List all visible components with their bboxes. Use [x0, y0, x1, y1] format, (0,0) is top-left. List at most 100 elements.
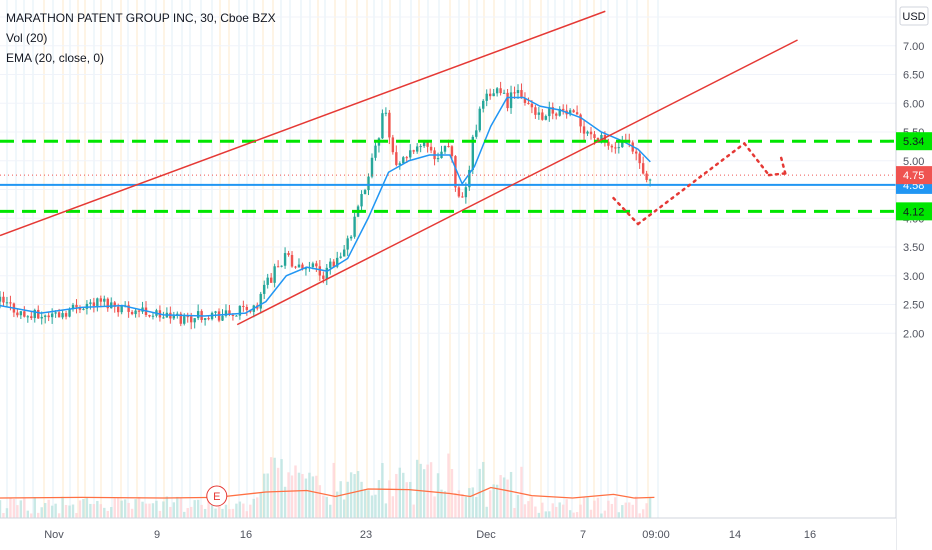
candle-body: [544, 116, 548, 120]
candle-body: [621, 140, 624, 148]
candle-body: [127, 305, 130, 312]
volume-bar: [110, 507, 113, 518]
candle-body: [429, 146, 433, 151]
candle-body: [148, 314, 151, 317]
candle-body: [495, 88, 499, 94]
volume-bar: [516, 494, 520, 518]
candle-body: [568, 110, 572, 115]
session-stripe: [600, 0, 602, 518]
price-tick-label: 2.00: [903, 328, 924, 340]
volume-bar: [33, 497, 36, 518]
candle-body: [311, 263, 315, 268]
volume-bar: [290, 475, 294, 518]
price-tick-label: 5.00: [903, 156, 924, 168]
candle-body: [99, 298, 103, 302]
candle-body: [207, 318, 210, 320]
candle-body: [388, 112, 391, 138]
candle-body: [492, 93, 495, 97]
volume-bar: [210, 497, 214, 518]
candle-body: [5, 302, 9, 304]
volume-bar: [565, 499, 568, 518]
earnings-marker[interactable]: E: [206, 485, 228, 507]
candle-body: [106, 298, 109, 309]
candle-body: [33, 309, 36, 319]
volume-bar: [144, 503, 148, 518]
volume-bar: [127, 502, 130, 518]
candle-body: [555, 113, 558, 116]
candle-body: [231, 314, 235, 316]
candle-body: [405, 157, 408, 159]
volume-bar: [311, 476, 315, 518]
session-stripe: [427, 0, 429, 518]
volume-bar: [85, 497, 89, 518]
candle-body: [297, 264, 301, 268]
candle-body: [61, 313, 64, 318]
horizontal-levels[interactable]: [0, 139, 896, 213]
volume-ma: [0, 486, 655, 499]
trend-projection-2: [636, 142, 746, 226]
ema-indicator-label[interactable]: EMA (20, close, 0): [6, 51, 105, 65]
candle-body: [245, 307, 249, 310]
candle-body: [648, 179, 652, 181]
candle-body: [54, 312, 57, 314]
trend-lines[interactable]: [0, 10, 798, 326]
session-stripe: [253, 0, 255, 518]
candle-body: [96, 298, 99, 306]
candle-body: [322, 275, 325, 279]
price-tick-label: 2.50: [903, 300, 924, 312]
volume-bar: [607, 500, 610, 518]
volume-bar: [61, 496, 64, 518]
candle-body: [263, 284, 266, 294]
volume-bar: [151, 503, 155, 518]
time-axis[interactable]: Nov 9 16 23 Dec 7 09:00 14 16: [0, 517, 896, 550]
candle-body: [64, 313, 68, 317]
candle-body: [499, 88, 502, 94]
session-stripe: [563, 0, 565, 518]
volume-bar: [356, 471, 360, 518]
candle-body: [561, 108, 565, 111]
session-stripe: [144, 0, 146, 518]
session-stripe: [136, 0, 138, 518]
candle-body: [47, 315, 50, 318]
candle-body: [68, 308, 71, 317]
volume-bar: [440, 489, 443, 518]
candle-body: [617, 147, 621, 149]
earnings-label: E: [213, 491, 220, 503]
volume-bar: [634, 496, 638, 518]
session-stripe: [181, 0, 183, 518]
candle-body: [266, 277, 269, 285]
volume-bar: [530, 496, 534, 518]
session-stripe: [410, 0, 412, 518]
volume-ma-line: [0, 486, 655, 499]
volume-bar: [64, 504, 68, 518]
session-stripe: [15, 0, 17, 518]
session-stripe: [529, 0, 531, 518]
volume-indicator-label[interactable]: Vol (20): [6, 31, 48, 45]
volume-bar: [544, 511, 548, 518]
candle-body: [269, 277, 273, 283]
volume-bar: [23, 497, 26, 518]
candle-body: [190, 316, 193, 323]
level-price-tag: [896, 132, 932, 151]
candle-body: [30, 316, 33, 319]
symbol-title[interactable]: MARATHON PATENT GROUP INC, 30, Cboe BZX: [6, 11, 276, 25]
candle-body: [443, 146, 447, 152]
volume-bar: [186, 508, 189, 518]
session-stripe: [77, 0, 79, 518]
time-tick-label: Dec: [476, 529, 496, 541]
volume-bar: [200, 504, 203, 518]
candle-body: [92, 302, 96, 306]
price-tick-label: 3.00: [903, 271, 924, 283]
candle-body: [294, 266, 297, 268]
volume-bar: [162, 501, 165, 518]
volume-bar: [575, 512, 579, 518]
candle-body: [454, 156, 457, 188]
price-axis[interactable]: 7.507.006.506.005.505.004.504.003.503.00…: [895, 0, 932, 550]
candle-body: [318, 266, 322, 276]
volume-bar: [207, 496, 210, 518]
volume-bar: [308, 472, 311, 518]
volume-bar: [50, 505, 54, 518]
ema-line: [0, 96, 651, 317]
candle-body: [151, 315, 155, 317]
